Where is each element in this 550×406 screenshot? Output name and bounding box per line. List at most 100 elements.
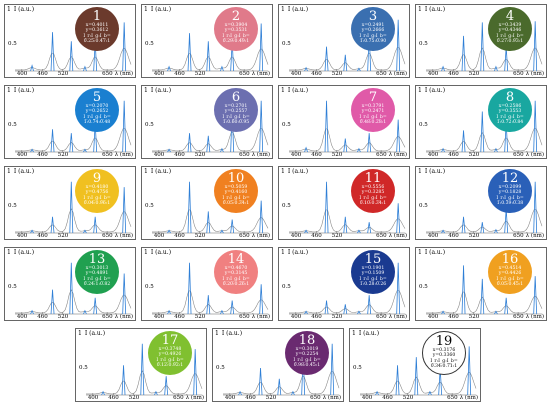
y-label-text: I (a.u.) [424,6,446,13]
ratio-label: I_r:I_g:I_b= [222,114,250,120]
cie-y: y=0.2666 [361,28,385,34]
x-tick-label: 400 [290,233,302,239]
sample-number: 15 [364,252,382,267]
sample-number: 16 [501,252,519,267]
intensity-ratio: 0.10:0.34:1 [359,200,387,206]
envelope-curve [426,291,543,314]
sample-number: 9 [92,171,102,186]
ratio-label: I_r:I_g:I_b= [222,33,250,39]
envelope-curve [360,372,477,395]
emission-peak [343,216,348,234]
cie-x: x=0.3176 [432,348,456,353]
emission-peak [187,33,192,72]
x-tick-label: 460 [311,71,322,77]
x-axis-label: λ (nm) [185,395,204,401]
envelope-curve [426,47,543,71]
envelope-curve [152,209,269,233]
emission-peak [122,273,127,315]
emission-peak [50,289,55,315]
x-tick-label: 650 [376,71,387,77]
emission-peak [441,65,445,72]
sample-badge: 1 x=0.4011 y=0.3612 I_r:I_g:I_b= 0.25:0.47:1 [75,7,119,51]
emission-peak [533,100,538,153]
cie-y: y=0.4891 [85,271,109,277]
sample-badge: 16 x=0.4514 y=0.4426 I_r:I_g:I_b= 0.05:0.45:… [488,250,532,294]
cie-x: x=0.2070 [85,104,109,109]
y-label-text: I (a.u.) [424,249,446,256]
y-tick-top: 1 [7,249,11,256]
cie-x: x=0.2099 [498,185,522,190]
x-axis-label: λ (nm) [388,71,407,77]
x-axis-label: λ (nm) [388,233,407,239]
y-tick-mid: 0.5 [216,365,225,371]
emission-peak [357,147,361,153]
y-tick-top: 1 [281,87,285,94]
ratio-label: I_r:I_g:I_b= [156,357,184,363]
x-tick-label: 400 [16,152,28,158]
cie-x: x=0.3748 [158,347,182,352]
emission-peak [304,310,308,315]
sample-badge: 18 x=0.3019 y=0.2254 I_r:I_g:I_b= 0.98:0.45:… [285,331,329,375]
emission-peak [187,133,192,153]
emission-peak [367,133,372,153]
cie-x: x=0.3019 [295,347,319,352]
emission-peak [357,67,361,72]
emission-peak [220,229,224,234]
x-tick-label: 400 [153,233,165,239]
emission-peak [122,100,127,153]
sample-number: 19 [435,334,453,349]
cie-x: x=0.5059 [224,185,248,190]
emission-peak [140,343,145,396]
emission-peak [330,343,335,396]
sample-badge: 8 x=0.2586 y=0.3553 I_r:I_g:I_b= 1:0.72:0.84 [488,88,532,132]
envelope-curve [289,128,406,152]
x-tick-label: 400 [427,71,439,77]
y-tick-top: 1 [281,168,285,175]
spectrum-plot [152,262,269,315]
emission-peak [230,300,235,315]
emission-peak [259,284,264,315]
spectrum-plot [223,343,340,396]
spectrum-plot [289,181,406,234]
sample-number: 14 [227,252,245,267]
intensity-ratio: 0.25:0.47:1 [83,38,111,44]
envelope-curve [152,48,269,71]
emission-peak [375,390,379,396]
x-tick-label: 400 [16,71,28,77]
x-tick-label: 650 [447,395,458,401]
sample-number: 13 [88,252,106,267]
emission-peak [122,187,127,234]
emission-peak [324,100,329,153]
y-tick-mid: 0.5 [282,41,291,47]
emission-peak [50,129,55,153]
sample-number: 7 [368,90,378,105]
x-tick-label: 650 [102,314,113,320]
emission-peak [83,309,87,315]
x-tick-label: 460 [311,152,322,158]
y-label-text: I (a.u.) [150,6,172,13]
envelope-curve [152,128,269,152]
sample-badge: 15 x=0.1901 y=0.1509 I_r:I_g:I_b= 1:0.28:0.2… [351,250,395,294]
x-tick-label: 520 [331,233,343,239]
x-tick-label: 520 [331,71,343,77]
intensity-ratio: 0.05:0.45:1 [496,281,524,287]
spectrum-plot [15,262,132,315]
spectrum-plot [152,100,269,153]
y-tick-top: 1 [418,6,422,13]
emission-peak [164,376,169,396]
emission-peak [93,216,98,234]
emission-peak [101,390,105,396]
emission-peak [367,222,372,234]
intensity-ratio: 0.24:1:0.82 [83,281,111,287]
emission-peak [167,309,171,315]
